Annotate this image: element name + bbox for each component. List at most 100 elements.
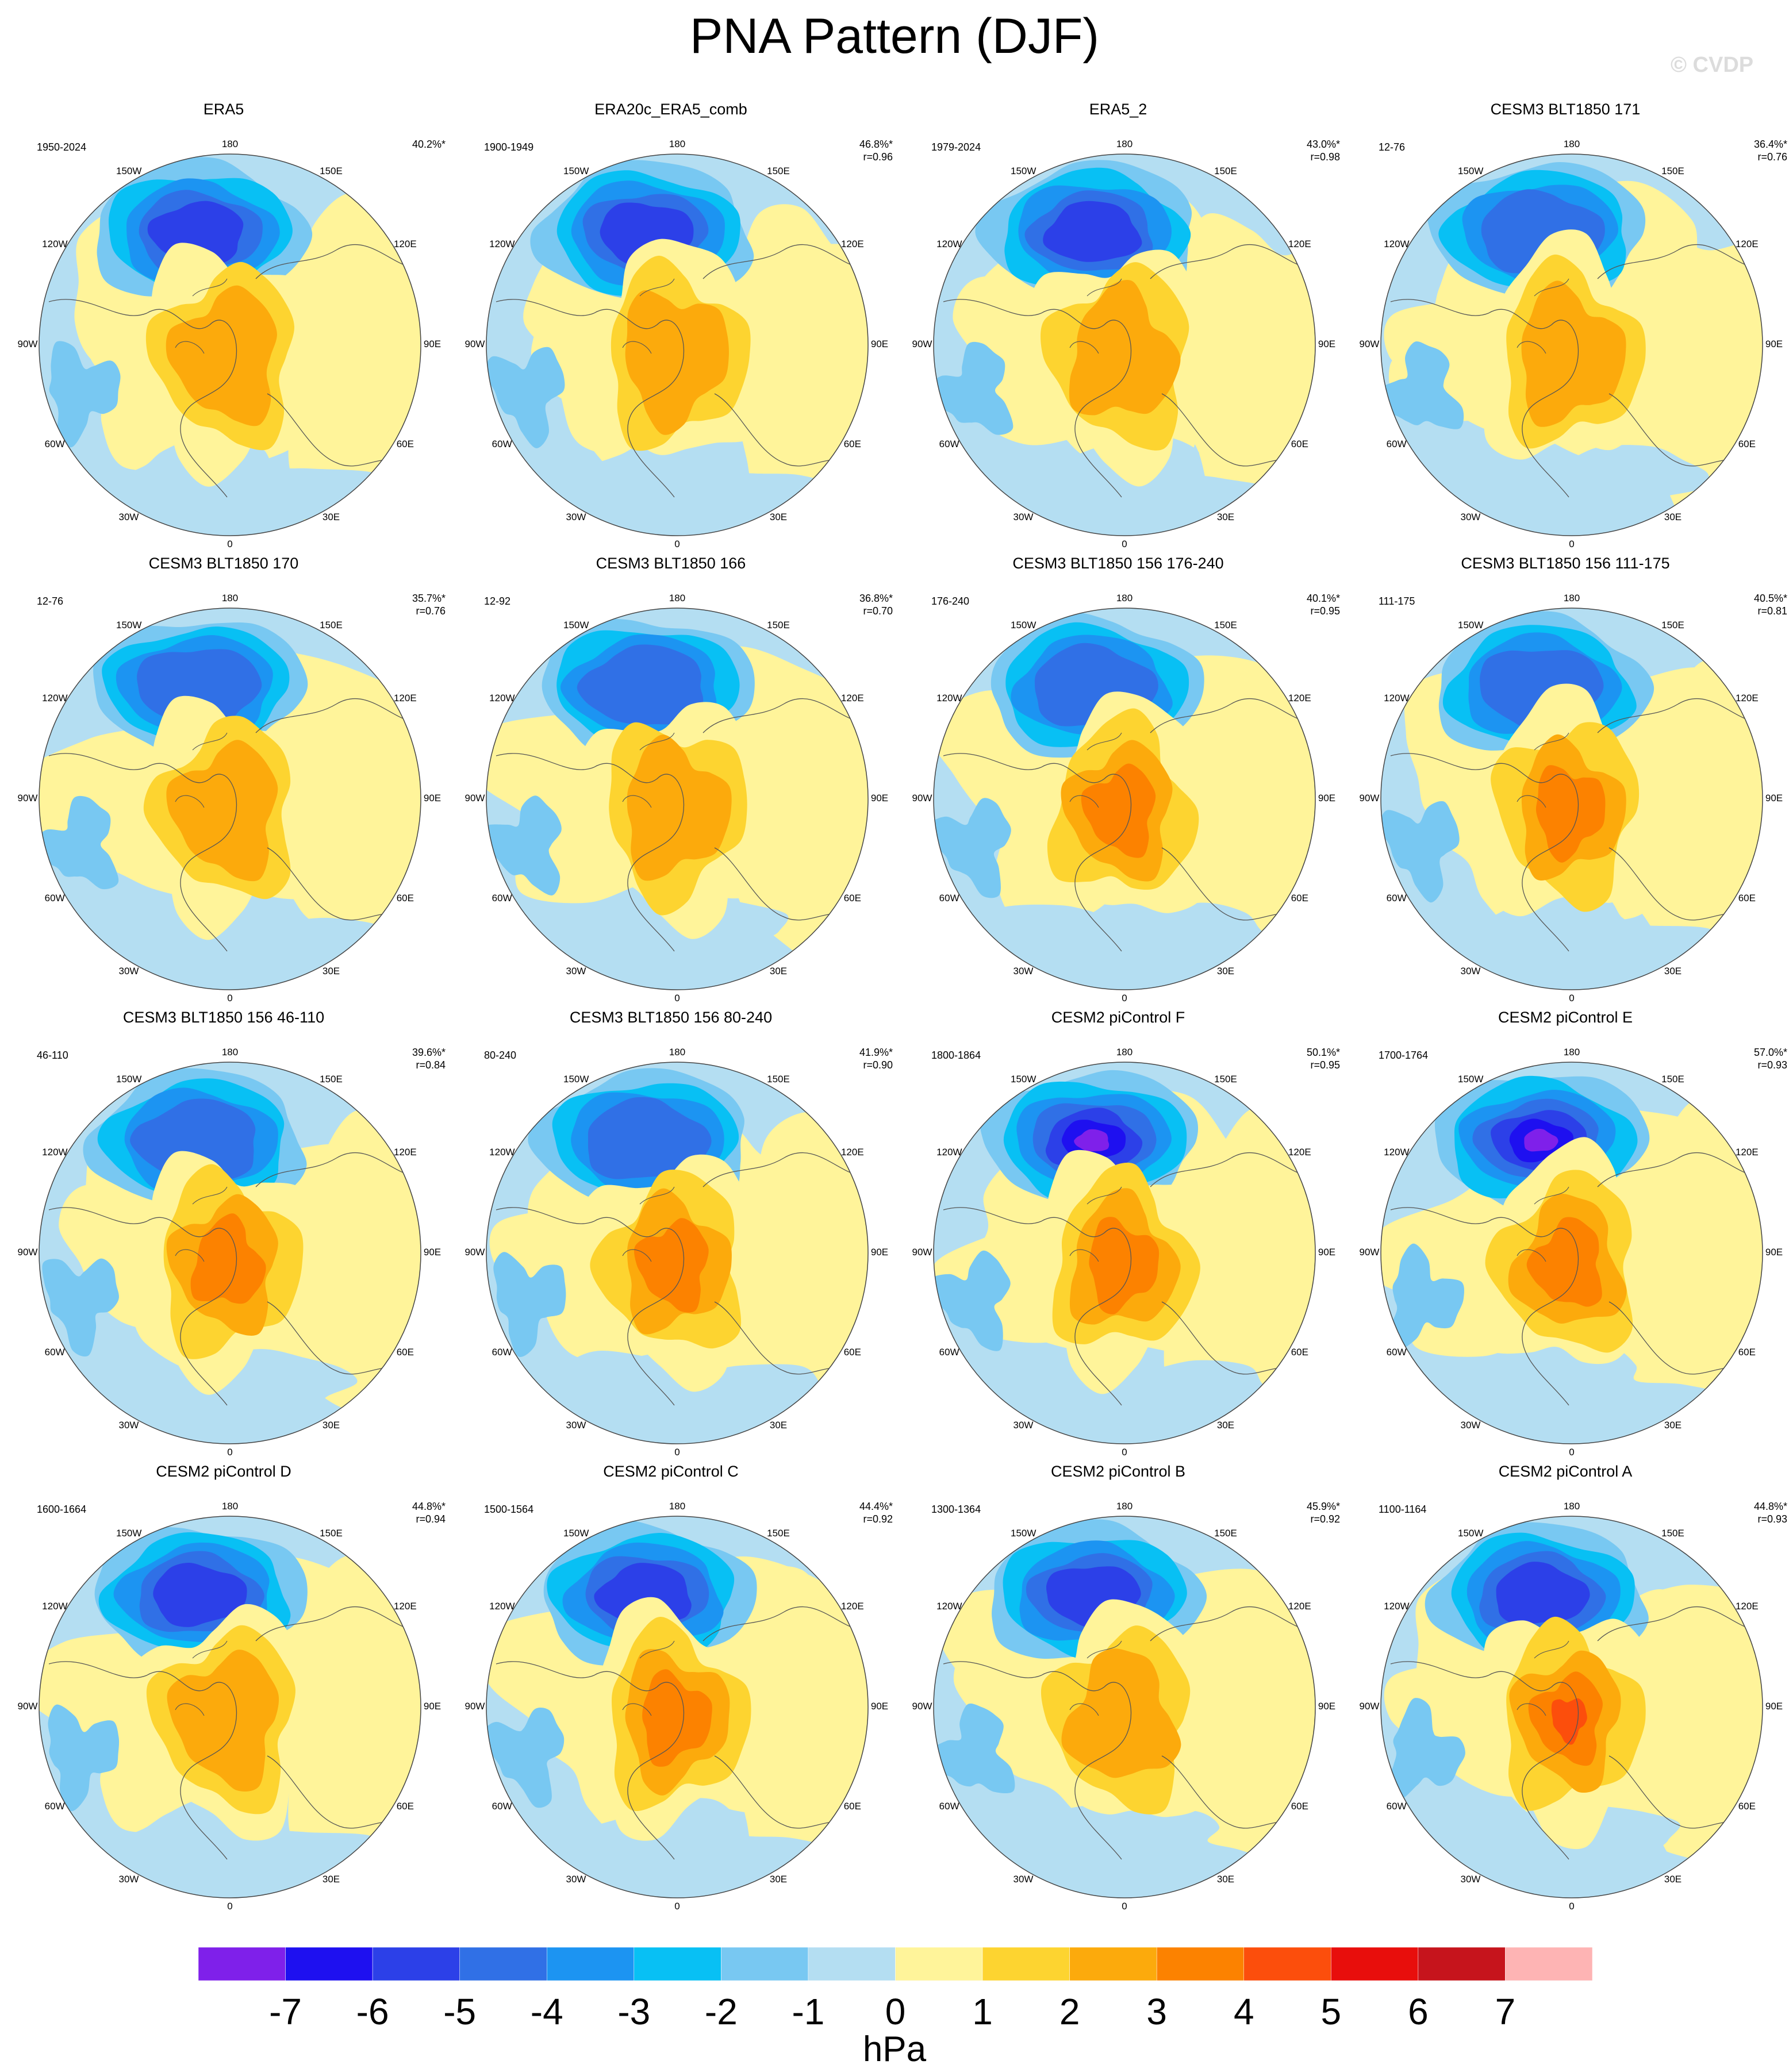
longitude-label: 30W (1460, 1420, 1481, 1431)
panel-period: 1500-1564 (484, 1504, 534, 1515)
longitude-label: 90E (423, 793, 442, 804)
map-panel: ERA20c_ERA5_comb 1900-1949 46.8%* r=0.96 180… (447, 0, 894, 549)
colorbar-tick-label: -2 (704, 1991, 738, 2032)
watermark: © CVDP (1671, 53, 1754, 77)
longitude-label: 0 (1122, 539, 1127, 549)
longitude-label: 30W (566, 1420, 586, 1431)
map-panel: CESM2 piControl A 1100-1164 44.8%* r=0.93 18… (1342, 1362, 1789, 1912)
longitude-label: 60E (396, 1801, 414, 1812)
longitude-label: 120W (1384, 693, 1410, 704)
panel-title: ERA5 (203, 101, 244, 118)
colorbar-swatch (895, 1947, 983, 1981)
panel-title: CESM2 piControl F (1051, 1009, 1185, 1026)
panel-stats: 39.6%* r=0.84 (377, 1046, 446, 1071)
panel-stats: 44.4%* r=0.92 (824, 1500, 893, 1525)
polar-map (933, 608, 1316, 990)
variance-explained: 40.2%* (412, 139, 446, 150)
colorbar-swatch (808, 1947, 896, 1981)
longitude-label: 90W (17, 1701, 38, 1712)
polar-map (486, 1516, 869, 1898)
longitude-label: 30E (1664, 512, 1682, 523)
colorbar-tick-label: -4 (530, 1991, 563, 2032)
longitude-label: 30E (1664, 1874, 1682, 1885)
pattern-correlation: r=0.96 (863, 151, 893, 163)
panel-period: 1950-2024 (37, 141, 87, 153)
longitude-label: 180 (1116, 593, 1133, 603)
map-panel: CESM3 BLT1850 171 12-76 36.4%* r=0.76 180 150… (1342, 0, 1789, 549)
colorbar-tick-label: 7 (1495, 1991, 1516, 2032)
longitude-label: 90W (912, 793, 932, 804)
polar-map (1380, 1062, 1763, 1444)
longitude-label: 150E (320, 619, 343, 631)
panel-stats: 44.8%* r=0.93 (1718, 1500, 1787, 1525)
longitude-label: 90E (1318, 339, 1336, 349)
colorbar-swatch (982, 1947, 1070, 1981)
longitude-label: 180 (669, 1047, 686, 1058)
colorbar-tick-label: 1 (972, 1991, 993, 2032)
pattern-correlation: r=0.76 (416, 605, 446, 617)
longitude-label: 180 (221, 1501, 239, 1512)
longitude-label: 120E (393, 693, 417, 704)
longitude-label: 0 (227, 1901, 233, 1912)
longitude-label: 60E (843, 1801, 861, 1812)
map-panel: CESM2 piControl E 1700-1764 57.0%* r=0.93 18… (1342, 908, 1789, 1458)
longitude-label: 120E (1735, 1147, 1759, 1158)
colorbar-tick-label: 3 (1146, 1991, 1167, 2032)
panel-title: CESM3 BLT1850 171 (1490, 101, 1641, 118)
panel-period: 176-240 (931, 595, 970, 607)
pattern-correlation: r=0.95 (1310, 605, 1340, 617)
panel-stats: 57.0%* r=0.93 (1718, 1046, 1787, 1071)
longitude-label: 30W (1013, 1874, 1034, 1885)
panel-title: CESM2 piControl E (1498, 1009, 1633, 1026)
panel-period: 80-240 (484, 1050, 517, 1061)
panel-title: CESM3 BLT1850 156 176-240 (1012, 555, 1224, 572)
variance-explained: 44.8%* (1753, 1501, 1787, 1512)
polar-map (486, 153, 869, 536)
longitude-label: 30E (322, 1420, 340, 1431)
longitude-label: 120W (1384, 1147, 1410, 1158)
longitude-label: 90W (912, 339, 932, 349)
longitude-label: 150E (1214, 165, 1237, 176)
panel-period: 1800-1864 (931, 1050, 981, 1061)
pattern-correlation: r=0.92 (863, 1513, 893, 1525)
longitude-label: 180 (1116, 139, 1133, 149)
panel-period: 1300-1364 (931, 1504, 981, 1515)
longitude-label: 150E (767, 1527, 790, 1539)
panel-stats: 40.5%* r=0.81 (1718, 592, 1787, 617)
longitude-label: 60E (1291, 439, 1308, 449)
variance-explained: 39.6%* (412, 1047, 446, 1058)
longitude-label: 60W (939, 893, 959, 904)
panel-stats: 40.2%* (377, 138, 446, 151)
panel-stats: 46.8%* r=0.96 (824, 138, 893, 163)
longitude-label: 180 (1116, 1047, 1133, 1058)
longitude-label: 90W (17, 1247, 38, 1258)
variance-explained: 44.8%* (412, 1501, 446, 1512)
longitude-label: 60E (843, 1347, 861, 1358)
longitude-label: 120W (1384, 239, 1410, 249)
longitude-label: 60E (1738, 1347, 1756, 1358)
longitude-label: 60W (1386, 893, 1407, 904)
longitude-label: 60E (1738, 1801, 1756, 1812)
longitude-label: 30W (1013, 966, 1034, 977)
colorbar (198, 1947, 1592, 1981)
longitude-label: 90W (17, 339, 38, 349)
longitude-label: 90E (1765, 339, 1783, 349)
longitude-label: 90W (1359, 1701, 1380, 1712)
longitude-label: 150W (1458, 165, 1484, 176)
panel-title: CESM3 BLT1850 170 (148, 555, 299, 572)
longitude-label: 120E (1735, 239, 1759, 249)
panel-period: 111-175 (1379, 595, 1415, 607)
colorbar-tick-label: 5 (1320, 1991, 1342, 2032)
longitude-label: 60W (492, 439, 512, 449)
longitude-label: 60E (1738, 439, 1756, 449)
polar-map (933, 1516, 1316, 1898)
variance-explained: 50.1%* (1306, 1047, 1340, 1058)
longitude-label: 90W (912, 1701, 932, 1712)
longitude-label: 90E (1318, 1701, 1336, 1712)
polar-map (39, 1062, 421, 1444)
longitude-label: 90W (464, 1247, 485, 1258)
longitude-label: 60E (1291, 1347, 1308, 1358)
longitude-label: 60W (939, 439, 959, 449)
colorbar-swatch (547, 1947, 635, 1981)
colorbar-swatch (459, 1947, 547, 1981)
